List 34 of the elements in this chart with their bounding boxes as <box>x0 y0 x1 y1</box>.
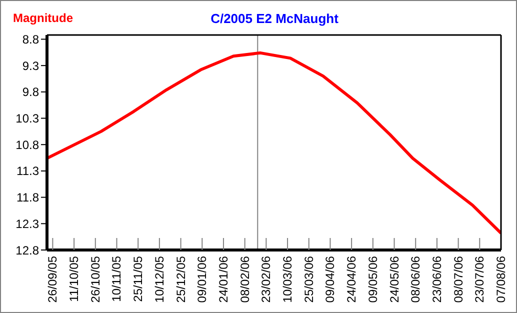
x-tick-label: 23/02/06 <box>259 256 274 303</box>
x-tick-label: 23/07/06 <box>472 256 487 303</box>
x-tick-label: 24/04/06 <box>344 256 359 303</box>
x-tick-label: 25/12/05 <box>174 256 188 303</box>
y-tick-label: 10.8 <box>16 138 40 152</box>
chart-title: C/2005 E2 McNaught <box>210 11 338 26</box>
x-tick-label: 23/06/06 <box>430 256 444 303</box>
line-series <box>47 51 501 235</box>
x-tick-label: 10/12/05 <box>152 256 166 303</box>
x-tick-label: 09/04/06 <box>323 256 338 303</box>
x-tick-label: 24/05/06 <box>387 256 402 303</box>
x-tick-label: 10/03/06 <box>280 256 295 303</box>
x-tick-label: 26/10/05 <box>88 256 102 303</box>
x-tick-label: 26/09/05 <box>46 256 60 303</box>
x-tick-label: 09/01/06 <box>195 256 210 303</box>
y-tick-label: 12.3 <box>16 216 40 231</box>
x-tick-label: 08/06/06 <box>408 256 423 303</box>
y-tick-label: 9.3 <box>22 58 40 73</box>
x-tick-label: 25/11/05 <box>131 256 146 302</box>
x-tick-label: 08/07/06 <box>451 256 466 303</box>
y-tick-label: 11.3 <box>16 164 40 178</box>
x-tick-label: 07/08/06 <box>494 256 508 303</box>
y-tick-label: 8.8 <box>22 32 40 46</box>
y-axis-title: Magnitude <box>13 11 73 25</box>
x-tick-label: 09/05/06 <box>366 256 380 303</box>
x-tick-label: 11/10/05 <box>67 256 82 302</box>
x-tick-label: 25/03/06 <box>302 256 316 303</box>
y-tick-label: 12.8 <box>16 243 40 258</box>
x-tick-label: 24/01/06 <box>216 256 230 303</box>
y-tick-label: 9.8 <box>22 85 40 100</box>
y-tick-label: 11.8 <box>16 190 40 205</box>
x-tick-label: 10/11/05 <box>110 256 124 302</box>
x-tick-label: 08/02/06 <box>238 256 252 303</box>
y-tick-label: 10.3 <box>16 112 40 126</box>
